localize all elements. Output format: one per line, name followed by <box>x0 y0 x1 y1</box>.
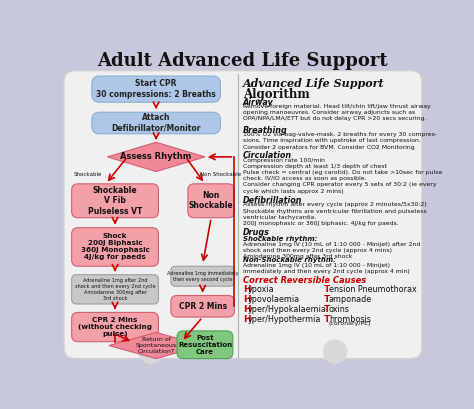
Text: Shockable: Shockable <box>73 172 102 177</box>
Text: Adult Advanced Life Support: Adult Advanced Life Support <box>98 52 388 70</box>
FancyBboxPatch shape <box>171 295 235 317</box>
Text: ension Pneumothorax: ension Pneumothorax <box>329 285 417 294</box>
Text: H: H <box>243 295 251 304</box>
Text: Shock
200J Biphasic
360J Monophasic
4J/kg for paeds: Shock 200J Biphasic 360J Monophasic 4J/k… <box>81 234 149 261</box>
FancyBboxPatch shape <box>177 331 233 359</box>
Circle shape <box>324 340 347 363</box>
Text: Algorithm: Algorithm <box>243 88 310 101</box>
Text: Adrenaline 1mg IV (10 mL of 1:10 000 - Minijet)
immediately and then every 2nd c: Adrenaline 1mg IV (10 mL of 1:10 000 - M… <box>243 263 410 274</box>
FancyBboxPatch shape <box>72 312 158 342</box>
Text: Adrenaline 1mg immediately
then every second cycle: Adrenaline 1mg immediately then every se… <box>167 271 238 282</box>
Text: T: T <box>324 295 330 304</box>
Text: Drugs: Drugs <box>243 229 270 238</box>
Text: hrombosis: hrombosis <box>329 315 371 324</box>
Text: Correct Reversible Causes: Correct Reversible Causes <box>243 276 366 285</box>
FancyBboxPatch shape <box>72 184 158 218</box>
FancyBboxPatch shape <box>64 71 422 359</box>
Text: Non
Shockable: Non Shockable <box>189 191 234 211</box>
Text: Shockable
V Fib
Pulseless VT: Shockable V Fib Pulseless VT <box>88 186 142 216</box>
FancyBboxPatch shape <box>171 266 235 286</box>
Text: Defibrillation: Defibrillation <box>243 196 302 205</box>
Text: Adrenaline 1mg IV (10 mL of 1:10 000 - Minijet) after 2nd
shock and then every 2: Adrenaline 1mg IV (10 mL of 1:10 000 - M… <box>243 242 420 259</box>
FancyBboxPatch shape <box>72 275 158 304</box>
FancyBboxPatch shape <box>92 76 220 102</box>
Text: Non Shockable: Non Shockable <box>201 172 241 177</box>
Text: Remove foreign material. Head tilt/chin lift/jaw thrust airway
opening manoeuvre: Remove foreign material. Head tilt/chin … <box>243 104 431 121</box>
Text: Circulation: Circulation <box>243 151 292 160</box>
Text: yper/Hypothermia: yper/Hypothermia <box>247 315 321 324</box>
Text: Attach
Defibrillator/Monitor: Attach Defibrillator/Monitor <box>111 113 201 133</box>
Text: Assess rhythm after every cycle (approx 2 minutes/5x30:2)
Shockable rhythms are : Assess rhythm after every cycle (approx … <box>243 202 427 226</box>
Text: Adrenaline 1mg after 2nd
shock and then every 2nd cycle
Amiodarone 300mg after
3: Adrenaline 1mg after 2nd shock and then … <box>75 278 155 301</box>
Text: 100% O2 via bag-valve-mask. 2 breaths for every 30 compres-
sions. Time inspirat: 100% O2 via bag-valve-mask. 2 breaths fo… <box>243 132 437 150</box>
Text: Airway: Airway <box>243 98 273 107</box>
Text: Non-Shockable rhythm:: Non-Shockable rhythm: <box>243 257 336 263</box>
FancyBboxPatch shape <box>72 228 158 266</box>
Text: ypoxia: ypoxia <box>247 285 274 294</box>
Text: Return of
Spontaneous
Circulation?: Return of Spontaneous Circulation? <box>136 337 177 354</box>
Text: CPR 2 Mins: CPR 2 Mins <box>179 302 227 311</box>
Text: Assess Rhythm: Assess Rhythm <box>120 153 192 162</box>
Polygon shape <box>107 142 205 171</box>
Text: Breathing: Breathing <box>243 126 288 135</box>
Text: H: H <box>243 306 251 315</box>
Text: yper/Hypokalaemia: yper/Hypokalaemia <box>247 306 327 315</box>
Text: T: T <box>324 306 330 315</box>
FancyBboxPatch shape <box>92 112 220 134</box>
Text: H: H <box>243 285 251 294</box>
Text: CPR 2 Mins
(without checking
pulse): CPR 2 Mins (without checking pulse) <box>78 317 152 337</box>
Text: Post
Resuscitation
Care: Post Resuscitation Care <box>178 335 232 355</box>
Text: Advanced Life Support: Advanced Life Support <box>243 79 384 89</box>
Polygon shape <box>109 333 203 359</box>
Text: Start CPR
30 compressions: 2 Breaths: Start CPR 30 compressions: 2 Breaths <box>96 79 216 99</box>
Text: Shockable rhythm:: Shockable rhythm: <box>243 236 317 242</box>
Text: oxins: oxins <box>329 306 350 315</box>
Text: H: H <box>243 315 251 324</box>
Text: Compression rate 100/min
Compression depth at least 1/3 depth of chest
Pulse che: Compression rate 100/min Compression dep… <box>243 157 442 193</box>
Text: (coronary/PE): (coronary/PE) <box>329 321 371 326</box>
Text: T: T <box>324 285 330 294</box>
Text: ypovolaemia: ypovolaemia <box>247 295 300 304</box>
Text: amponade: amponade <box>329 295 372 304</box>
Circle shape <box>139 340 162 363</box>
Text: T: T <box>324 315 330 324</box>
FancyBboxPatch shape <box>188 184 235 218</box>
